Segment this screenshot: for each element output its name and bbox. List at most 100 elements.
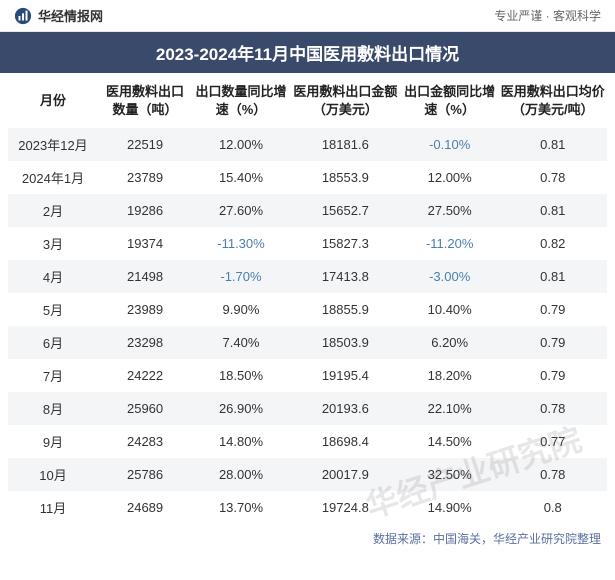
table-cell: 22.10% (401, 392, 499, 425)
table-cell: 6.20% (401, 326, 499, 359)
table-cell: 22519 (98, 128, 192, 161)
table-row: 8月2596026.90%20193.622.10%0.78 (8, 392, 607, 425)
table-cell: 18855.9 (290, 293, 401, 326)
table-cell: 5月 (8, 293, 98, 326)
table-cell: 0.78 (499, 161, 607, 194)
table-cell: 14.80% (192, 425, 290, 458)
table-cell: 12.00% (192, 128, 290, 161)
brand-logo-icon (14, 7, 32, 25)
table-cell: 23989 (98, 293, 192, 326)
table-cell: 15652.7 (290, 194, 401, 227)
table-cell: 32.50% (401, 458, 499, 491)
table-cell: 24283 (98, 425, 192, 458)
table-cell: 0.8 (499, 491, 607, 524)
brand: 华经情报网 (14, 6, 103, 25)
table-cell: 8月 (8, 392, 98, 425)
table-cell: 14.50% (401, 425, 499, 458)
table-row: 2月1928627.60%15652.727.50%0.81 (8, 194, 607, 227)
table-cell: 17413.8 (290, 260, 401, 293)
table-row: 3月19374-11.30%15827.3-11.20%0.82 (8, 227, 607, 260)
table-cell: 18.20% (401, 359, 499, 392)
table-cell: 0.78 (499, 458, 607, 491)
col-price: 医用敷料出口均价（万美元/吨） (499, 73, 607, 128)
col-month: 月份 (8, 73, 98, 128)
table-cell: 0.81 (499, 128, 607, 161)
table-cell: 12.00% (401, 161, 499, 194)
table-cell: 4月 (8, 260, 98, 293)
table-cell: 0.81 (499, 260, 607, 293)
table-cell: -11.30% (192, 227, 290, 260)
table-cell: 3月 (8, 227, 98, 260)
table-cell: 23298 (98, 326, 192, 359)
table-row: 6月232987.40%18503.96.20%0.79 (8, 326, 607, 359)
table-cell: 0.78 (499, 392, 607, 425)
brand-text: 华经情报网 (38, 6, 103, 25)
table-container: 月份 医用敷料出口数量（吨） 出口数量同比增速（%） 医用敷料出口金额（万美元）… (0, 73, 615, 524)
table-row: 4月21498-1.70%17413.8-3.00%0.81 (8, 260, 607, 293)
table-row: 5月239899.90%18855.910.40%0.79 (8, 293, 607, 326)
table-cell: 0.79 (499, 293, 607, 326)
table-cell: 0.79 (499, 326, 607, 359)
table-cell: 9.90% (192, 293, 290, 326)
table-cell: 15827.3 (290, 227, 401, 260)
table-cell: 18553.9 (290, 161, 401, 194)
table-cell: 10.40% (401, 293, 499, 326)
data-source: 数据来源：中国海关，华经产业研究院整理 (0, 524, 615, 557)
table-cell: 19724.8 (290, 491, 401, 524)
table-cell: -3.00% (401, 260, 499, 293)
table-cell: 24222 (98, 359, 192, 392)
table-cell: 18698.4 (290, 425, 401, 458)
table-cell: 20193.6 (290, 392, 401, 425)
chart-title: 2023-2024年11月中国医用敷料出口情况 (0, 32, 615, 73)
header-bar: 华经情报网 专业严谨 · 客观科学 (0, 0, 615, 32)
table-cell: 9月 (8, 425, 98, 458)
table-cell: -1.70% (192, 260, 290, 293)
table-cell: 25786 (98, 458, 192, 491)
col-amt-growth: 出口金额同比增速（%） (401, 73, 499, 128)
table-cell: 24689 (98, 491, 192, 524)
table-row: 2023年12月2251912.00%18181.6-0.10%0.81 (8, 128, 607, 161)
table-cell: 26.90% (192, 392, 290, 425)
table-row: 10月2578628.00%20017.932.50%0.78 (8, 458, 607, 491)
table-cell: 0.79 (499, 359, 607, 392)
table-cell: 20017.9 (290, 458, 401, 491)
table-cell: 23789 (98, 161, 192, 194)
table-cell: 14.90% (401, 491, 499, 524)
col-amt: 医用敷料出口金额（万美元） (290, 73, 401, 128)
table-cell: 28.00% (192, 458, 290, 491)
table-row: 11月2468913.70%19724.814.90%0.8 (8, 491, 607, 524)
table-cell: 7月 (8, 359, 98, 392)
table-cell: 13.70% (192, 491, 290, 524)
table-cell: 0.82 (499, 227, 607, 260)
table-cell: 2月 (8, 194, 98, 227)
table-cell: 25960 (98, 392, 192, 425)
table-cell: 19195.4 (290, 359, 401, 392)
table-cell: 0.77 (499, 425, 607, 458)
table-cell: 11月 (8, 491, 98, 524)
export-table: 月份 医用敷料出口数量（吨） 出口数量同比增速（%） 医用敷料出口金额（万美元）… (8, 73, 607, 524)
table-cell: 2024年1月 (8, 161, 98, 194)
table-cell: 27.50% (401, 194, 499, 227)
table-cell: 18181.6 (290, 128, 401, 161)
table-cell: -11.20% (401, 227, 499, 260)
table-row: 2024年1月2378915.40%18553.912.00%0.78 (8, 161, 607, 194)
table-row: 9月2428314.80%18698.414.50%0.77 (8, 425, 607, 458)
table-cell: 27.60% (192, 194, 290, 227)
table-row: 7月2422218.50%19195.418.20%0.79 (8, 359, 607, 392)
table-cell: 21498 (98, 260, 192, 293)
table-cell: 7.40% (192, 326, 290, 359)
table-cell: 18.50% (192, 359, 290, 392)
col-qty: 医用敷料出口数量（吨） (98, 73, 192, 128)
table-cell: 15.40% (192, 161, 290, 194)
table-cell: 0.81 (499, 194, 607, 227)
table-cell: 19286 (98, 194, 192, 227)
table-cell: -0.10% (401, 128, 499, 161)
tagline: 专业严谨 · 客观科学 (494, 7, 601, 24)
col-qty-growth: 出口数量同比增速（%） (192, 73, 290, 128)
table-cell: 10月 (8, 458, 98, 491)
table-cell: 6月 (8, 326, 98, 359)
table-cell: 2023年12月 (8, 128, 98, 161)
table-header-row: 月份 医用敷料出口数量（吨） 出口数量同比增速（%） 医用敷料出口金额（万美元）… (8, 73, 607, 128)
table-cell: 19374 (98, 227, 192, 260)
table-cell: 18503.9 (290, 326, 401, 359)
